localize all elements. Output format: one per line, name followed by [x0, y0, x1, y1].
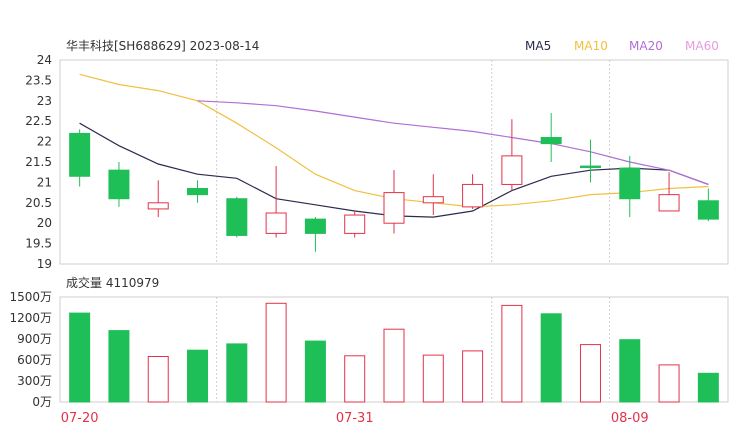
candle-up	[658, 194, 680, 212]
price-tick-label: 23.5	[25, 73, 52, 87]
price-tick-label: 21.5	[25, 155, 52, 169]
volume-bar-up	[147, 356, 169, 403]
volume-bar-up	[344, 355, 366, 403]
candle-up	[383, 192, 405, 224]
volume-bar-down	[540, 313, 562, 403]
volume-bar-up	[422, 354, 444, 403]
volume-title: 成交量 4110979	[66, 275, 159, 290]
chart-title: 华丰科技[SH688629] 2023-08-14	[66, 39, 259, 53]
volume-bar-down	[108, 330, 130, 403]
volume-tick-label: 600万	[17, 353, 52, 367]
candle-down	[619, 167, 641, 200]
candle-up	[265, 212, 287, 234]
price-tick-label: 19.5	[25, 237, 52, 251]
candle-up	[147, 202, 169, 210]
candle-down	[540, 137, 562, 145]
candle-down	[697, 200, 719, 220]
chart-marks: 24 23.5 23 22.5 22 21.5 21 20.5 20 19.5 19 1500万 120…	[9, 53, 719, 426]
date-label: 07-20	[61, 411, 99, 426]
candle-down	[187, 188, 209, 196]
volume-tick-label: 1200万	[9, 311, 52, 325]
volume-bar-up	[383, 328, 405, 403]
volume-bar-down	[187, 349, 209, 403]
candle-down	[304, 218, 326, 234]
price-tick-label: 20.5	[25, 196, 52, 210]
volume-bar-down	[69, 312, 91, 403]
volume-tick-label: 300万	[17, 374, 52, 388]
volume-tick-label: 1500万	[9, 290, 52, 304]
price-tick-label: 24	[37, 53, 52, 67]
volume-bar-down	[226, 343, 248, 403]
volume-bar-up	[462, 350, 484, 403]
candle-up	[422, 196, 444, 204]
price-tick-label: 20	[37, 216, 52, 230]
price-tick-label: 21	[37, 175, 52, 189]
volume-bar-down	[697, 372, 719, 403]
candle-up	[501, 155, 523, 185]
price-tick-label: 19	[37, 257, 52, 271]
candle-down	[579, 165, 601, 169]
volume-bar-down	[619, 339, 641, 403]
volume-bar-up	[265, 302, 287, 403]
volume-bar-up	[501, 304, 523, 403]
price-panel-frame	[59, 59, 729, 265]
volume-bar-down	[304, 340, 326, 403]
volume-bar-up	[579, 344, 601, 403]
price-tick-label: 22.5	[25, 114, 52, 128]
candle-down	[226, 198, 248, 236]
volume-tick-label: 900万	[17, 332, 52, 346]
candle-up	[462, 183, 484, 208]
date-label: 08-09	[611, 411, 649, 426]
legend-ma20: MA20	[629, 39, 663, 53]
price-tick-label: 22	[37, 135, 52, 149]
volume-bar-up	[658, 364, 680, 403]
legend-ma5: MA5	[525, 39, 551, 53]
legend-ma60: MA60	[685, 39, 719, 53]
date-label: 07-31	[336, 411, 374, 426]
price-tick-label: 23	[37, 94, 52, 108]
candle-down	[108, 169, 130, 200]
ma-line-ma20	[197, 100, 709, 185]
candle-down	[69, 132, 91, 177]
legend-ma10: MA10	[574, 39, 608, 53]
volume-tick-label: 0万	[32, 395, 52, 409]
candle-up	[344, 214, 366, 234]
